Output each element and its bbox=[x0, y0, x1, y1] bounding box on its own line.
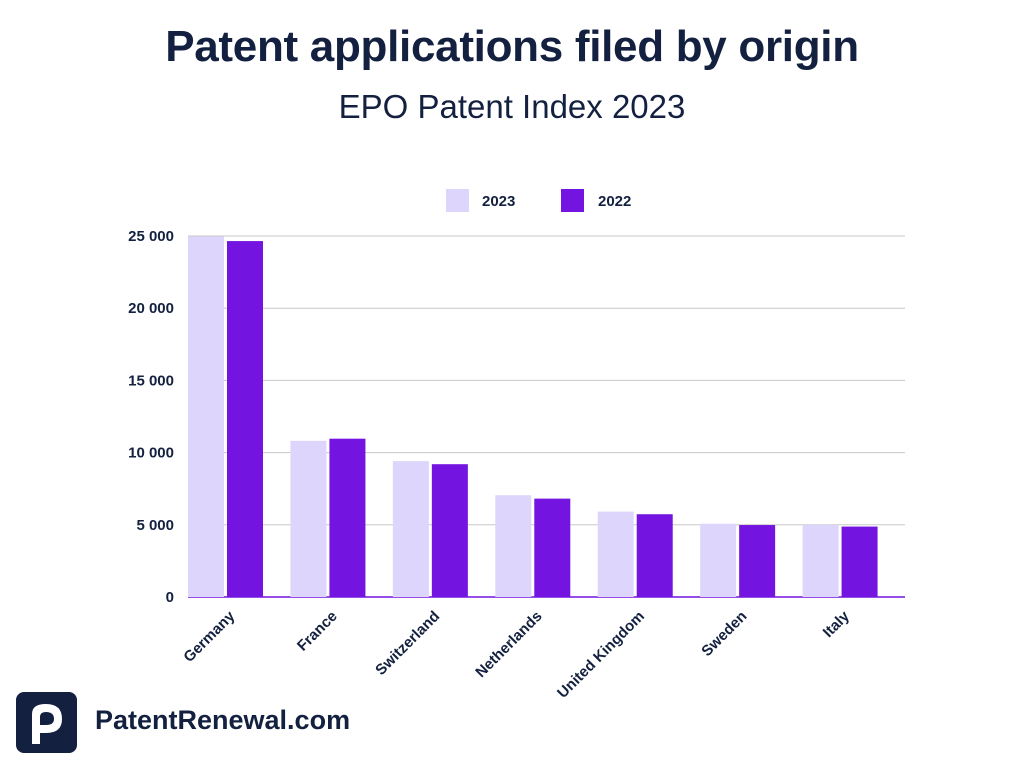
chart-title: Patent applications filed by origin bbox=[165, 22, 859, 71]
y-tick-label: 10 000 bbox=[128, 445, 174, 462]
bar-2022-germany bbox=[227, 241, 263, 598]
legend-label: 2022 bbox=[598, 193, 631, 210]
bar-2022-italy bbox=[841, 526, 878, 597]
x-category-label: Switzerland bbox=[372, 608, 443, 679]
bar-2023-italy bbox=[802, 524, 839, 597]
y-tick-label: 0 bbox=[166, 589, 174, 606]
bar-2023-switzerland bbox=[392, 461, 429, 597]
y-tick-label: 25 000 bbox=[128, 228, 174, 245]
bar-2023-united-kingdom bbox=[597, 511, 634, 597]
bar-2022-united-kingdom bbox=[636, 514, 673, 597]
x-category-label: Sweden bbox=[698, 608, 750, 660]
x-category-label: United Kingdom bbox=[554, 608, 648, 702]
legend-swatch-2022 bbox=[561, 189, 584, 212]
chart-subtitle: EPO Patent Index 2023 bbox=[338, 88, 686, 125]
legend-swatch-2023 bbox=[446, 189, 469, 212]
legend-label: 2023 bbox=[482, 193, 515, 210]
bar-2023-germany bbox=[188, 236, 224, 597]
x-category-label: Netherlands bbox=[472, 608, 545, 681]
y-tick-label: 15 000 bbox=[128, 372, 174, 389]
x-category-label: France bbox=[294, 608, 341, 655]
y-tick-label: 5 000 bbox=[136, 517, 174, 534]
brand-name: PatentRenewal.com bbox=[95, 705, 351, 735]
x-category-label: Italy bbox=[820, 607, 854, 641]
bar-2023-sweden bbox=[700, 523, 737, 597]
bar-2023-netherlands bbox=[495, 495, 532, 597]
y-tick-label: 20 000 bbox=[128, 300, 174, 317]
bar-2022-sweden bbox=[739, 525, 776, 597]
bar-2022-switzerland bbox=[431, 464, 468, 597]
patentrenewal-logo-icon bbox=[16, 692, 77, 753]
bar-2023-france bbox=[290, 440, 327, 597]
bar-2022-france bbox=[329, 438, 366, 597]
bar-2022-netherlands bbox=[534, 498, 571, 597]
x-category-label: Germany bbox=[180, 607, 238, 665]
